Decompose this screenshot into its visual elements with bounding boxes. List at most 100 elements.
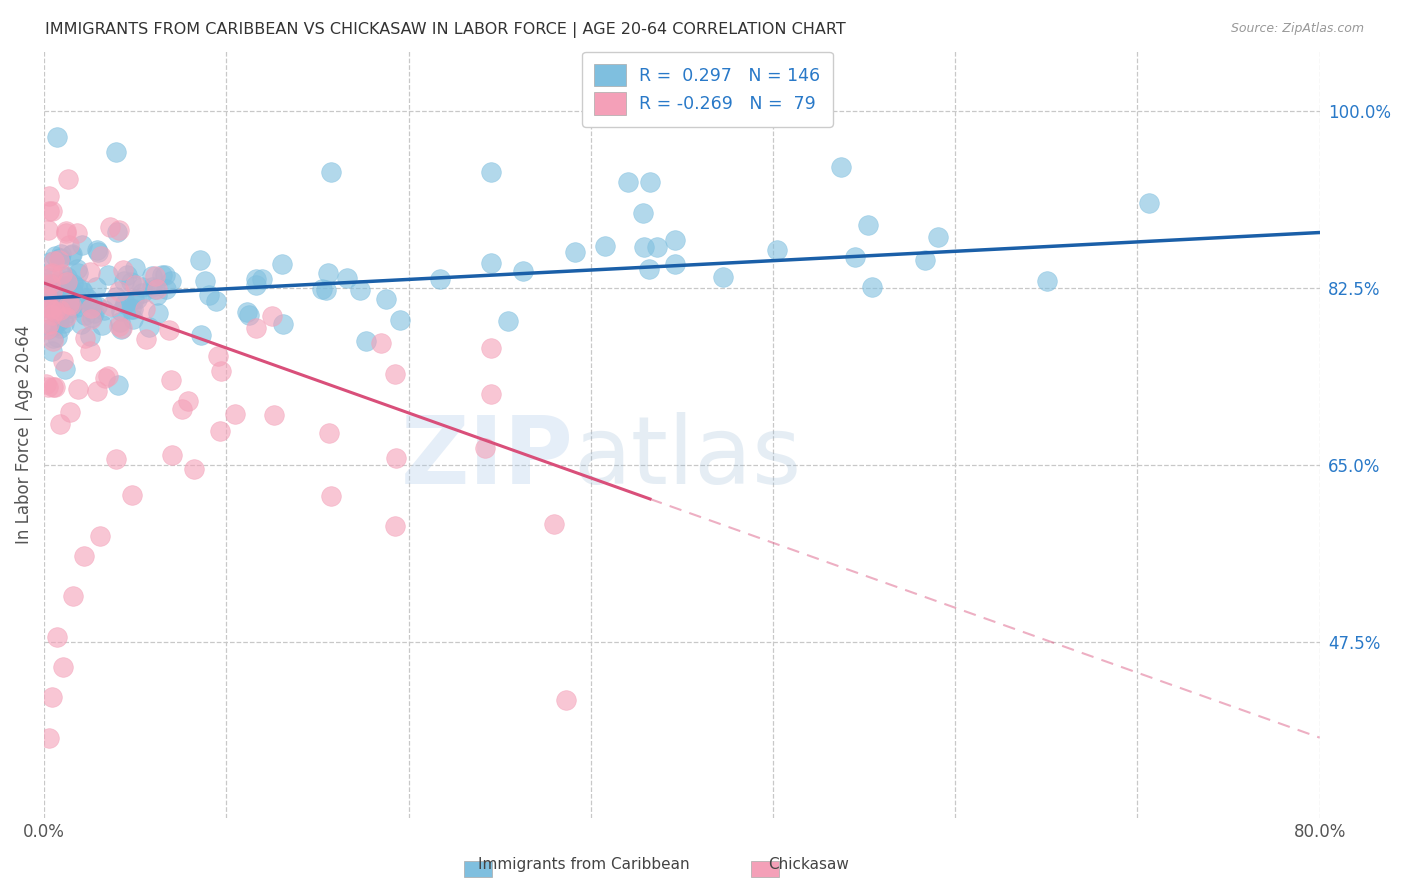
Point — [146, 282, 169, 296]
Point — [131, 285, 153, 300]
Point — [41, 343, 63, 358]
Point — [205, 293, 228, 308]
Point — [41, 277, 63, 292]
Point — [633, 240, 655, 254]
Point — [638, 175, 661, 189]
Text: Source: ZipAtlas.com: Source: ZipAtlas.com — [1230, 22, 1364, 36]
Point — [160, 274, 183, 288]
Point — [135, 332, 157, 346]
Point — [143, 282, 166, 296]
Point — [55, 276, 77, 290]
Point — [160, 373, 183, 387]
Point — [311, 281, 333, 295]
Point — [512, 264, 534, 278]
Point — [155, 282, 177, 296]
Point — [157, 323, 180, 337]
Point — [39, 302, 62, 317]
Point — [38, 731, 60, 745]
Point — [59, 404, 82, 418]
Point — [75, 308, 97, 322]
Point — [60, 248, 83, 262]
Point — [98, 220, 121, 235]
Point — [122, 292, 145, 306]
Point — [370, 335, 392, 350]
Point — [429, 271, 451, 285]
Point — [42, 319, 65, 334]
Point — [60, 298, 83, 312]
Point — [42, 277, 65, 291]
Point — [73, 549, 96, 563]
Point — [44, 288, 66, 302]
Point — [69, 318, 91, 332]
Point — [41, 690, 63, 705]
Point — [90, 318, 112, 332]
Point — [245, 277, 267, 292]
Point — [38, 271, 60, 285]
Point — [97, 268, 120, 282]
Point — [224, 408, 246, 422]
Point — [108, 285, 131, 299]
Point — [42, 380, 65, 394]
Point — [496, 313, 519, 327]
Point — [107, 222, 129, 236]
Point — [66, 262, 89, 277]
Point — [122, 301, 145, 316]
Point — [76, 291, 98, 305]
Point — [208, 424, 231, 438]
Point — [38, 300, 60, 314]
Point — [35, 376, 58, 391]
Point — [67, 382, 90, 396]
Point — [385, 451, 408, 466]
Point — [49, 417, 72, 432]
Point — [209, 364, 232, 378]
Point — [38, 189, 60, 203]
Point — [55, 297, 77, 311]
Point — [349, 283, 371, 297]
Point — [45, 129, 67, 144]
Point — [55, 285, 77, 300]
Point — [190, 327, 212, 342]
Point — [66, 293, 89, 307]
Point — [41, 331, 63, 345]
Point — [44, 283, 66, 297]
Point — [593, 239, 616, 253]
Point — [86, 243, 108, 257]
Point — [41, 308, 63, 322]
Point — [53, 362, 76, 376]
Point — [41, 203, 63, 218]
Point — [1035, 274, 1057, 288]
Point — [105, 290, 128, 304]
Text: ZIP: ZIP — [401, 411, 574, 504]
Point — [121, 488, 143, 502]
Point — [260, 309, 283, 323]
Point — [38, 317, 60, 331]
Point — [66, 280, 89, 294]
Point — [197, 287, 219, 301]
Point — [80, 312, 103, 326]
Point — [384, 367, 406, 381]
Point — [271, 257, 294, 271]
Point — [134, 301, 156, 316]
Text: atlas: atlas — [574, 411, 801, 504]
Point — [52, 353, 75, 368]
Point — [110, 304, 132, 318]
Point — [41, 266, 63, 280]
Point — [79, 265, 101, 279]
Point — [177, 394, 200, 409]
Point — [664, 257, 686, 271]
Point — [250, 272, 273, 286]
Point — [315, 283, 337, 297]
Point — [46, 330, 69, 344]
Point — [44, 304, 66, 318]
Point — [479, 341, 502, 355]
Point — [146, 288, 169, 302]
Point — [131, 280, 153, 294]
Point — [46, 291, 69, 305]
Point — [45, 288, 67, 302]
Point — [79, 328, 101, 343]
Point — [80, 296, 103, 310]
Point — [564, 245, 586, 260]
Point — [51, 267, 73, 281]
Point — [127, 292, 149, 306]
Point — [124, 260, 146, 275]
